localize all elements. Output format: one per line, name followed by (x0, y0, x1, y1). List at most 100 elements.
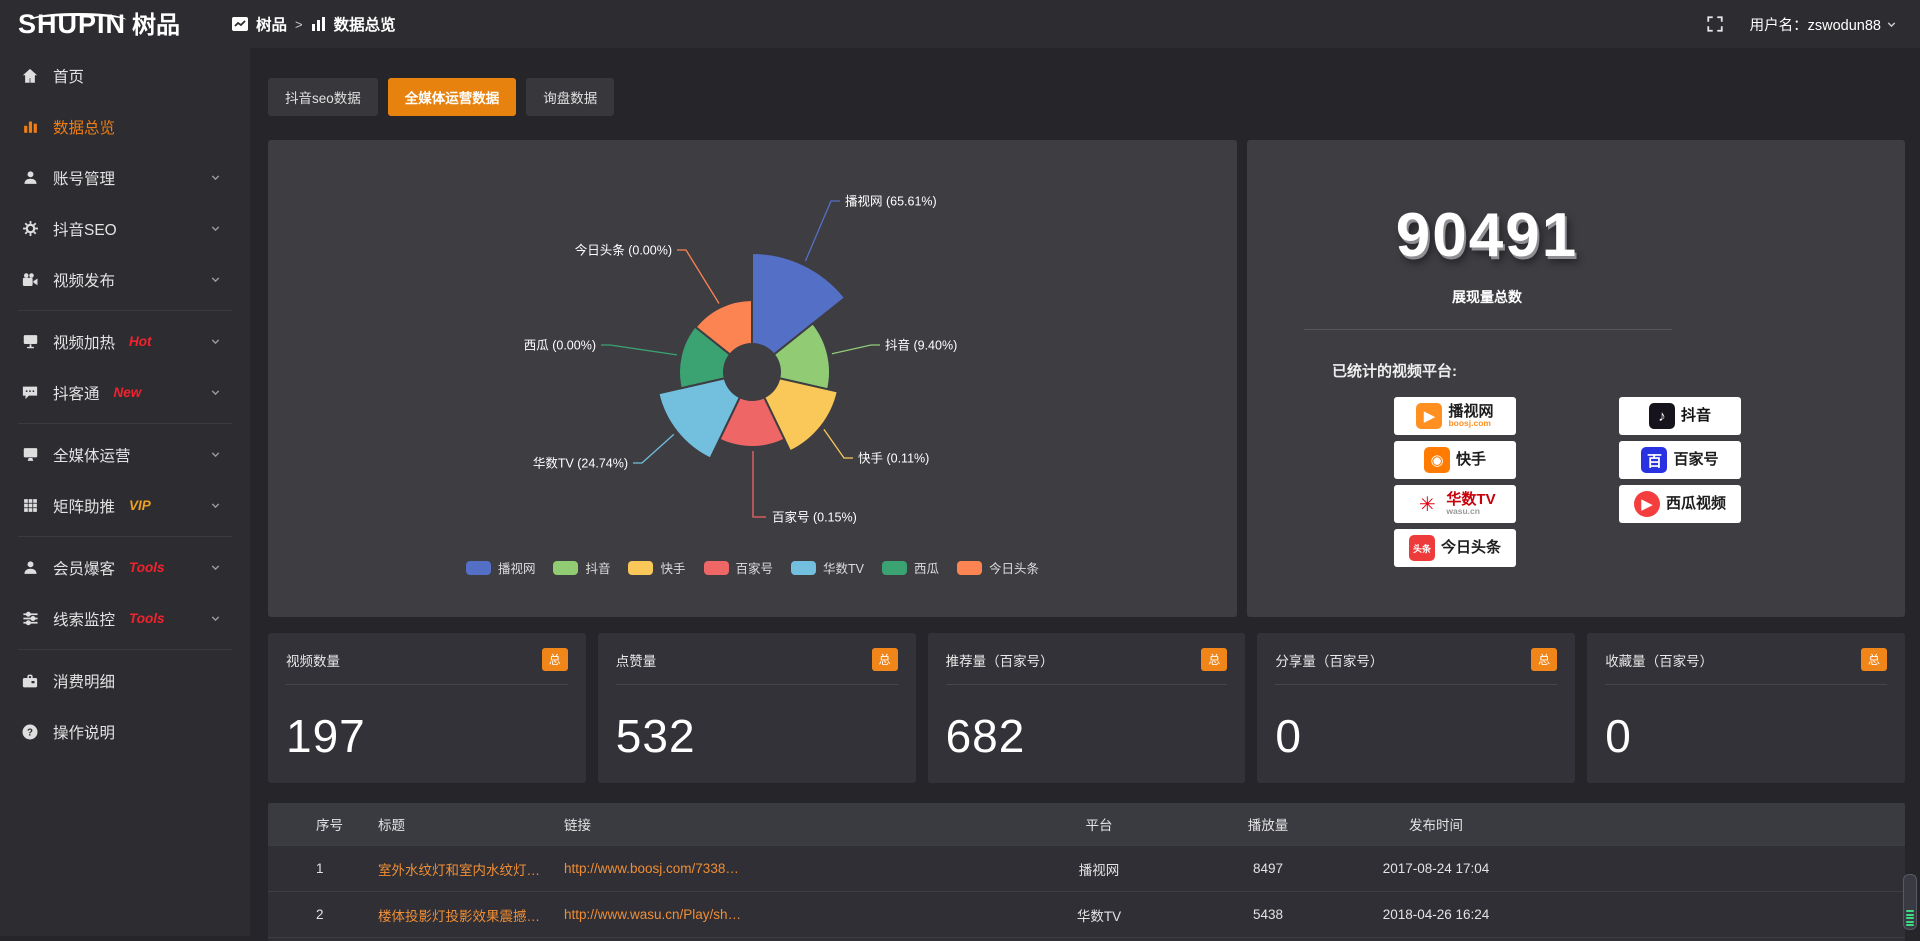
total-badge: 总 (1860, 648, 1887, 671)
platform-logo-icon: ▶ (1416, 403, 1443, 429)
legend-item-今日头条[interactable]: 今日头条 (957, 558, 1039, 577)
stat-card-value: 0 (1605, 710, 1632, 762)
sidebar-nav: 首页 数据总览 账号管理 抖音SEO 视频发布 视频加热 Hot 抖客通 New 全媒体运营 矩阵助… (0, 48, 250, 936)
pie-slice-抖音[interactable] (772, 321, 831, 391)
stat-card-title: 视频数量 (286, 653, 340, 669)
sidebar-item-tag: VIP (129, 498, 151, 513)
pie-slice-西瓜[interactable] (678, 325, 732, 390)
cell-views: 5438 (1252, 907, 1284, 922)
platform-subtext: boosj.com (1448, 418, 1491, 429)
fullscreen-icon[interactable] (1706, 15, 1724, 33)
divider (286, 684, 568, 685)
sidebar-item-首页[interactable]: 首页 (0, 50, 250, 101)
chevron-down-icon (209, 386, 222, 399)
legend-item-播视网[interactable]: 播视网 (465, 558, 536, 577)
legend-swatch (465, 560, 491, 575)
pie-slice-今日头条[interactable] (694, 298, 753, 356)
impressions-total-label: 展现量总数 (1452, 289, 1522, 305)
overview-row: 播视网 (65.61%) 抖音 (9.40%) 快手 (0.11%) 百家号 (0.1… (268, 140, 1905, 617)
chevron-down-icon (209, 171, 222, 184)
sidebar-item-消费明细[interactable]: 消费明细 (0, 655, 250, 706)
sidebar-item-矩阵助推[interactable]: 矩阵助推 VIP (0, 480, 250, 531)
pie-label-西瓜: 西瓜 (0.00%) (524, 339, 596, 353)
platforms-label: 已统计的视频平台: (1332, 363, 1457, 380)
stat-card-value: 682 (945, 710, 1026, 762)
sidebar-item-线索监控[interactable]: 线索监控 Tools (0, 593, 250, 644)
logo-text-cn: 树品 (132, 11, 181, 39)
help-icon: ? (20, 723, 40, 741)
platform-badge-华数TV: ✳ 华数TV wasu.cn (1394, 485, 1516, 523)
tab-全媒体运营数据[interactable]: 全媒体运营数据 (387, 78, 517, 116)
sidebar-item-数据总览[interactable]: 数据总览 (0, 101, 250, 152)
sidebar-item-视频发布[interactable]: 视频发布 (0, 254, 250, 305)
pie-label-line (677, 249, 720, 304)
legend-label: 今日头条 (989, 562, 1040, 576)
home-icon (20, 67, 40, 85)
pie-slice-百家号[interactable] (718, 395, 786, 448)
sidebar-item-抖音SEO[interactable]: 抖音SEO (0, 203, 250, 254)
chevron-down-icon (209, 561, 222, 574)
pie-label-百家号: 百家号 (0.15%) (772, 510, 857, 525)
bar-chart-icon (311, 17, 326, 31)
pie-slice-快手[interactable] (762, 377, 839, 453)
rose-pie-chart: 播视网 (65.61%) 抖音 (9.40%) 快手 (0.11%) 百家号 (0.1… (524, 194, 958, 525)
platform-name: 今日头条 (1440, 539, 1501, 557)
pie-slice-华数TV[interactable] (657, 377, 742, 460)
legend-label: 播视网 (497, 562, 536, 576)
sidebar-item-抖客通[interactable]: 抖客通 New (0, 367, 250, 418)
stat-card-推荐量（百家号）: 推荐量（百家号） 总 682 (927, 633, 1246, 783)
sliders-icon (20, 610, 40, 627)
legend-item-华数TV[interactable]: 华数TV (791, 558, 864, 577)
pie-slice-播视网[interactable] (751, 251, 847, 356)
stat-card-value: 197 (286, 710, 366, 762)
user-icon (20, 559, 40, 576)
table-header-row: 序号 标题 链接 平台 播放量 发布时间 (268, 803, 1905, 845)
tab-抖音seo数据[interactable]: 抖音seo数据 (268, 78, 378, 116)
bars-icon (20, 118, 40, 135)
legend-item-西瓜[interactable]: 西瓜 (882, 558, 939, 577)
cell-url-link[interactable]: http://www.wasu.cn/Play/show/id/952… (564, 907, 752, 922)
chat-icon (20, 384, 40, 402)
app-logo: SHUPIN 树品 (0, 10, 232, 39)
legend-item-快手[interactable]: 快手 (628, 558, 686, 577)
cell-title-link[interactable]: 室外水纹灯和室内水纹灯的区别和简介 (378, 862, 556, 878)
legend-swatch (957, 560, 983, 575)
wallet-icon (20, 672, 40, 690)
sidebar-item-tag: New (113, 385, 142, 400)
column-header-序号: 序号 (316, 818, 343, 833)
sidebar-item-账号管理[interactable]: 账号管理 (0, 152, 250, 203)
pie-label-line (823, 428, 853, 459)
column-header-发布时间: 发布时间 (1409, 818, 1463, 833)
stat-card-分享量（百家号）: 分享量（百家号） 总 0 (1257, 633, 1576, 783)
legend-item-抖音[interactable]: 抖音 (553, 558, 610, 577)
sidebar-item-全媒体运营[interactable]: 全媒体运营 (0, 429, 250, 480)
data-tabs: 抖音seo数据 全媒体运营数据 询盘数据 (268, 78, 1905, 116)
sidebar-item-操作说明[interactable]: ? 操作说明 (0, 706, 250, 757)
stat-card-title: 点赞量 (615, 653, 657, 669)
sidebar-item-label: 矩阵助推 (53, 498, 116, 516)
chart-legend: 播视网 抖音 快手 百家号 华数TV 西瓜 今日头条 (268, 558, 1237, 577)
legend-swatch (628, 560, 654, 575)
breadcrumb-root[interactable]: 树品 (256, 17, 288, 34)
user-menu[interactable]: 用户名：zswodun88 (1750, 14, 1898, 35)
sidebar-item-tag: Hot (129, 334, 152, 349)
cell-title-link[interactable]: 楼体投影灯投影效果震撼上市 (378, 908, 554, 924)
sidebar-divider (18, 649, 232, 650)
sidebar-item-会员爆客[interactable]: 会员爆客 Tools (0, 542, 250, 593)
pie-label-播视网: 播视网 (65.61%) (845, 194, 937, 209)
tab-询盘数据[interactable]: 询盘数据 (526, 78, 615, 116)
breadcrumb: 树品 > 数据总览 (232, 13, 396, 35)
monitor-icon (20, 333, 40, 350)
cell-platform: 播视网 (1078, 862, 1120, 878)
breadcrumb-separator: > (295, 16, 303, 32)
divider (1605, 684, 1887, 685)
sidebar-item-label: 消费明细 (53, 673, 116, 691)
legend-label: 华数TV (823, 562, 864, 576)
legend-item-百家号[interactable]: 百家号 (703, 558, 773, 577)
floating-scroll-widget[interactable] (1903, 874, 1917, 930)
legend-swatch (791, 560, 817, 575)
cell-url-link[interactable]: http://www.boosj.com/7338468.html (564, 861, 752, 876)
sidebar-item-视频加热[interactable]: 视频加热 Hot (0, 316, 250, 367)
divider (1275, 684, 1558, 685)
breadcrumb-current: 数据总览 (333, 17, 396, 34)
